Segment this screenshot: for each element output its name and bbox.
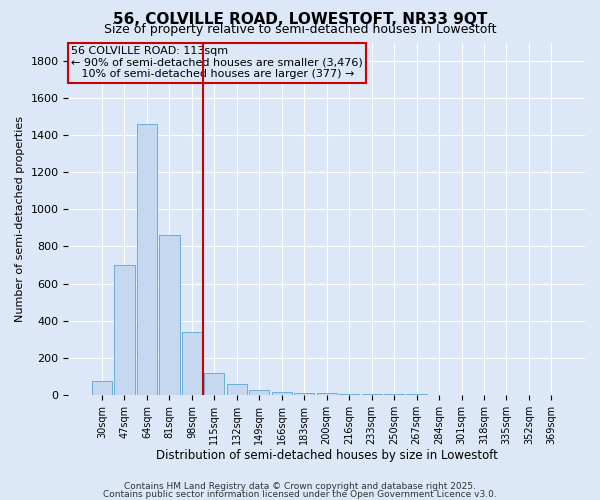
Text: Size of property relative to semi-detached houses in Lowestoft: Size of property relative to semi-detach… bbox=[104, 22, 496, 36]
Text: 56 COLVILLE ROAD: 113sqm
← 90% of semi-detached houses are smaller (3,476)
   10: 56 COLVILLE ROAD: 113sqm ← 90% of semi-d… bbox=[71, 46, 363, 79]
Y-axis label: Number of semi-detached properties: Number of semi-detached properties bbox=[15, 116, 25, 322]
Bar bbox=[249, 390, 269, 395]
Bar bbox=[227, 384, 247, 395]
Bar bbox=[317, 394, 337, 395]
Text: 56, COLVILLE ROAD, LOWESTOFT, NR33 9QT: 56, COLVILLE ROAD, LOWESTOFT, NR33 9QT bbox=[113, 12, 487, 28]
X-axis label: Distribution of semi-detached houses by size in Lowestoft: Distribution of semi-detached houses by … bbox=[156, 450, 497, 462]
Text: Contains HM Land Registry data © Crown copyright and database right 2025.: Contains HM Land Registry data © Crown c… bbox=[124, 482, 476, 491]
Bar bbox=[159, 236, 179, 395]
Bar bbox=[204, 372, 224, 395]
Text: Contains public sector information licensed under the Open Government Licence v3: Contains public sector information licen… bbox=[103, 490, 497, 499]
Bar bbox=[137, 124, 157, 395]
Bar bbox=[362, 394, 382, 395]
Bar bbox=[182, 332, 202, 395]
Bar bbox=[384, 394, 404, 395]
Bar bbox=[115, 265, 134, 395]
Bar bbox=[339, 394, 359, 395]
Bar bbox=[272, 392, 292, 395]
Bar bbox=[92, 381, 112, 395]
Bar bbox=[294, 392, 314, 395]
